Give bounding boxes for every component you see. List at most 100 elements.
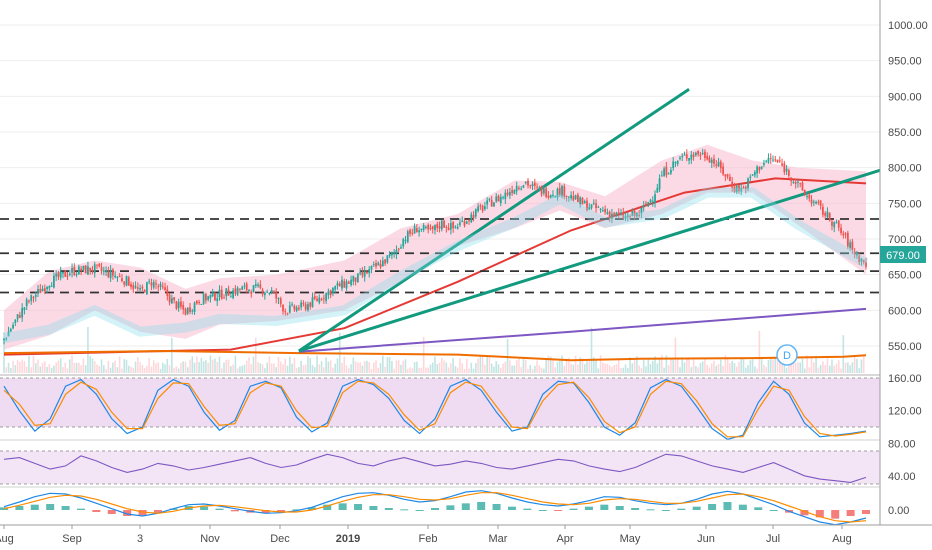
volume-bar [429,364,432,373]
volume-bar [68,359,71,373]
price-axis[interactable] [880,0,932,550]
volume-bar [318,364,321,373]
volume-bar [459,358,461,373]
candle-body [66,275,69,277]
volume-bar [799,362,802,373]
candlesticks [3,148,867,345]
macd-histogram-bar [600,504,609,510]
volume-bar [361,365,364,373]
volume-bar [506,338,509,373]
macd-histogram-bar [492,504,501,510]
x-tick-label: Feb [419,533,438,545]
candle-body [533,182,536,186]
candle-body [604,208,607,213]
volume-bar [205,360,207,373]
candle-body [352,275,355,282]
volume-bar [697,367,699,373]
oscillator-line [3,378,867,440]
volume-bar [858,368,860,373]
candle-body [402,239,405,247]
candle-body [322,298,325,300]
candle-body [781,163,783,166]
candle-body [438,226,441,229]
candle-body [826,211,829,218]
candle-body [744,186,747,190]
volume-bar [810,357,813,373]
candle-body [577,194,579,202]
candle-body [583,200,586,204]
macd-histogram-bar [169,508,178,510]
candle-body [792,182,795,184]
volume-bar [161,362,164,373]
candle-body [216,298,219,302]
volume-bar [84,365,87,373]
candle-body [75,274,78,276]
candle-body [515,185,518,192]
candle-body [454,226,457,228]
volume-bar [463,368,466,373]
macd-histogram [0,502,870,519]
macd-histogram-bar [800,510,809,516]
candle-body [170,298,173,304]
volume-bar [513,365,516,373]
candle-body [763,162,765,165]
macd-histogram-bar [461,503,470,510]
volume-bar [377,367,380,373]
time-axis-ticks[interactable]: Aug Sep 3 Nov Dec 2019 Feb Mar Apr May Jun Jul Aug [0,525,852,545]
candle-body [425,226,427,228]
volume-bar [860,359,863,373]
volume-bar [23,361,26,373]
candle-body [155,283,157,285]
volume-bar [742,357,745,373]
price-grid [0,24,880,347]
candle-body [386,255,389,263]
candle-body [150,282,153,286]
macd-histogram-bar [831,510,840,519]
volume-bar [744,367,747,373]
candle-body [554,196,557,198]
candle-body [111,269,114,276]
volume-bar [493,366,495,373]
candle-body [82,265,85,270]
volume-bar [409,367,411,373]
candle-body [545,188,548,197]
volume-bar [82,358,85,373]
candle-body [694,152,697,156]
candle-body [654,194,656,203]
rsi-line [3,453,867,483]
volume-bar [402,360,405,373]
candle-body [429,227,432,229]
candle-body [309,302,312,307]
candle-body [713,158,715,164]
volume-bar [672,359,674,373]
candle-body [508,191,511,196]
candle-body [663,168,666,177]
volume-bar [329,360,332,373]
volume-bar [699,362,702,373]
dividend-badge[interactable]: D [776,344,798,366]
volume-bar [817,367,820,373]
volume-bar [370,368,373,373]
candle-body [461,220,464,222]
candle-body [760,166,763,169]
candle-body [676,160,679,165]
y-tick-label: 950.00 [888,56,922,68]
volume-bar [733,362,736,373]
candle-body [102,270,105,273]
candle-body [631,211,634,216]
candle-body [778,160,781,162]
volume-bar [100,359,103,373]
volume-bar [211,359,214,373]
candle-body [34,294,37,297]
volume-bar [48,364,51,373]
volume-bar [53,365,55,373]
volume-bar [504,361,507,373]
oscillator-lines [0,377,880,440]
candle-body [214,292,216,301]
volume-bar [198,362,200,373]
volume-bar [713,360,715,373]
candle-body [443,220,445,228]
candle-body [12,324,14,329]
candle-body [518,187,520,189]
